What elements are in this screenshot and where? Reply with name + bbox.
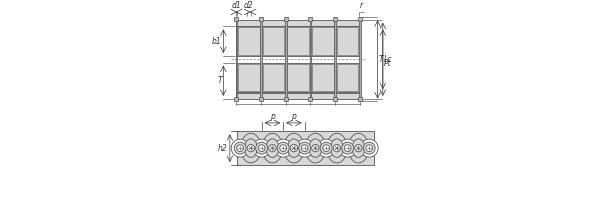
Text: T: T [217, 76, 222, 85]
Ellipse shape [352, 139, 365, 157]
Circle shape [301, 145, 308, 151]
Bar [333, 17, 337, 21]
Circle shape [339, 139, 356, 157]
Bar [238, 131, 374, 165]
Circle shape [231, 139, 249, 157]
Bar [308, 97, 313, 101]
Circle shape [312, 144, 319, 152]
Bar [312, 64, 334, 91]
Ellipse shape [241, 133, 261, 163]
Bar [310, 17, 311, 101]
Bar [308, 17, 313, 21]
Ellipse shape [327, 133, 347, 163]
Bar [235, 17, 238, 21]
Bar [312, 27, 334, 55]
Bar [263, 27, 284, 55]
Circle shape [341, 142, 353, 154]
Ellipse shape [287, 139, 301, 157]
Circle shape [280, 145, 287, 151]
Bar [263, 64, 284, 91]
Circle shape [274, 139, 292, 157]
Circle shape [355, 144, 362, 152]
Bar [235, 97, 238, 101]
Bar [337, 27, 358, 55]
Circle shape [253, 139, 271, 157]
Bar [287, 64, 309, 91]
Bar [236, 17, 237, 101]
Bar [359, 17, 361, 101]
Bar [236, 63, 360, 92]
Circle shape [366, 145, 373, 151]
Ellipse shape [262, 133, 283, 163]
Circle shape [256, 142, 268, 154]
Ellipse shape [266, 139, 279, 157]
Circle shape [299, 142, 311, 154]
Text: b1: b1 [212, 37, 222, 46]
Text: h2: h2 [218, 144, 227, 153]
Circle shape [320, 142, 332, 154]
Text: T: T [379, 55, 383, 64]
Ellipse shape [284, 133, 304, 163]
Circle shape [323, 145, 329, 151]
Bar [238, 64, 260, 91]
Bar [259, 97, 263, 101]
Ellipse shape [305, 133, 326, 163]
Circle shape [344, 145, 351, 151]
Bar [285, 17, 287, 101]
Ellipse shape [348, 133, 368, 163]
Circle shape [333, 144, 341, 152]
Circle shape [360, 139, 378, 157]
Text: Pt: Pt [384, 59, 392, 68]
Bar [358, 97, 362, 101]
Text: p: p [270, 112, 275, 121]
Text: d2: d2 [244, 1, 254, 10]
Circle shape [237, 145, 244, 151]
Circle shape [277, 142, 289, 154]
Bar [260, 17, 262, 101]
Bar [284, 17, 288, 21]
Ellipse shape [309, 139, 322, 157]
Bar [259, 17, 263, 21]
Circle shape [363, 142, 375, 154]
Bar [284, 97, 288, 101]
Circle shape [290, 144, 298, 152]
Bar [334, 17, 336, 101]
Bar [358, 17, 362, 21]
Bar [333, 97, 337, 101]
Bar [236, 26, 360, 56]
Bar [236, 93, 360, 99]
Text: Lc: Lc [384, 55, 392, 64]
Ellipse shape [244, 139, 257, 157]
Circle shape [269, 144, 276, 152]
Text: r: r [360, 1, 363, 10]
Ellipse shape [331, 139, 343, 157]
Circle shape [296, 139, 314, 157]
Bar [236, 20, 360, 26]
Circle shape [317, 139, 335, 157]
Text: p: p [292, 112, 296, 121]
Circle shape [259, 145, 265, 151]
Bar [238, 27, 260, 55]
Circle shape [234, 142, 246, 154]
Bar [287, 27, 309, 55]
Circle shape [247, 144, 254, 152]
Bar [337, 64, 358, 91]
Text: d1: d1 [232, 1, 241, 10]
